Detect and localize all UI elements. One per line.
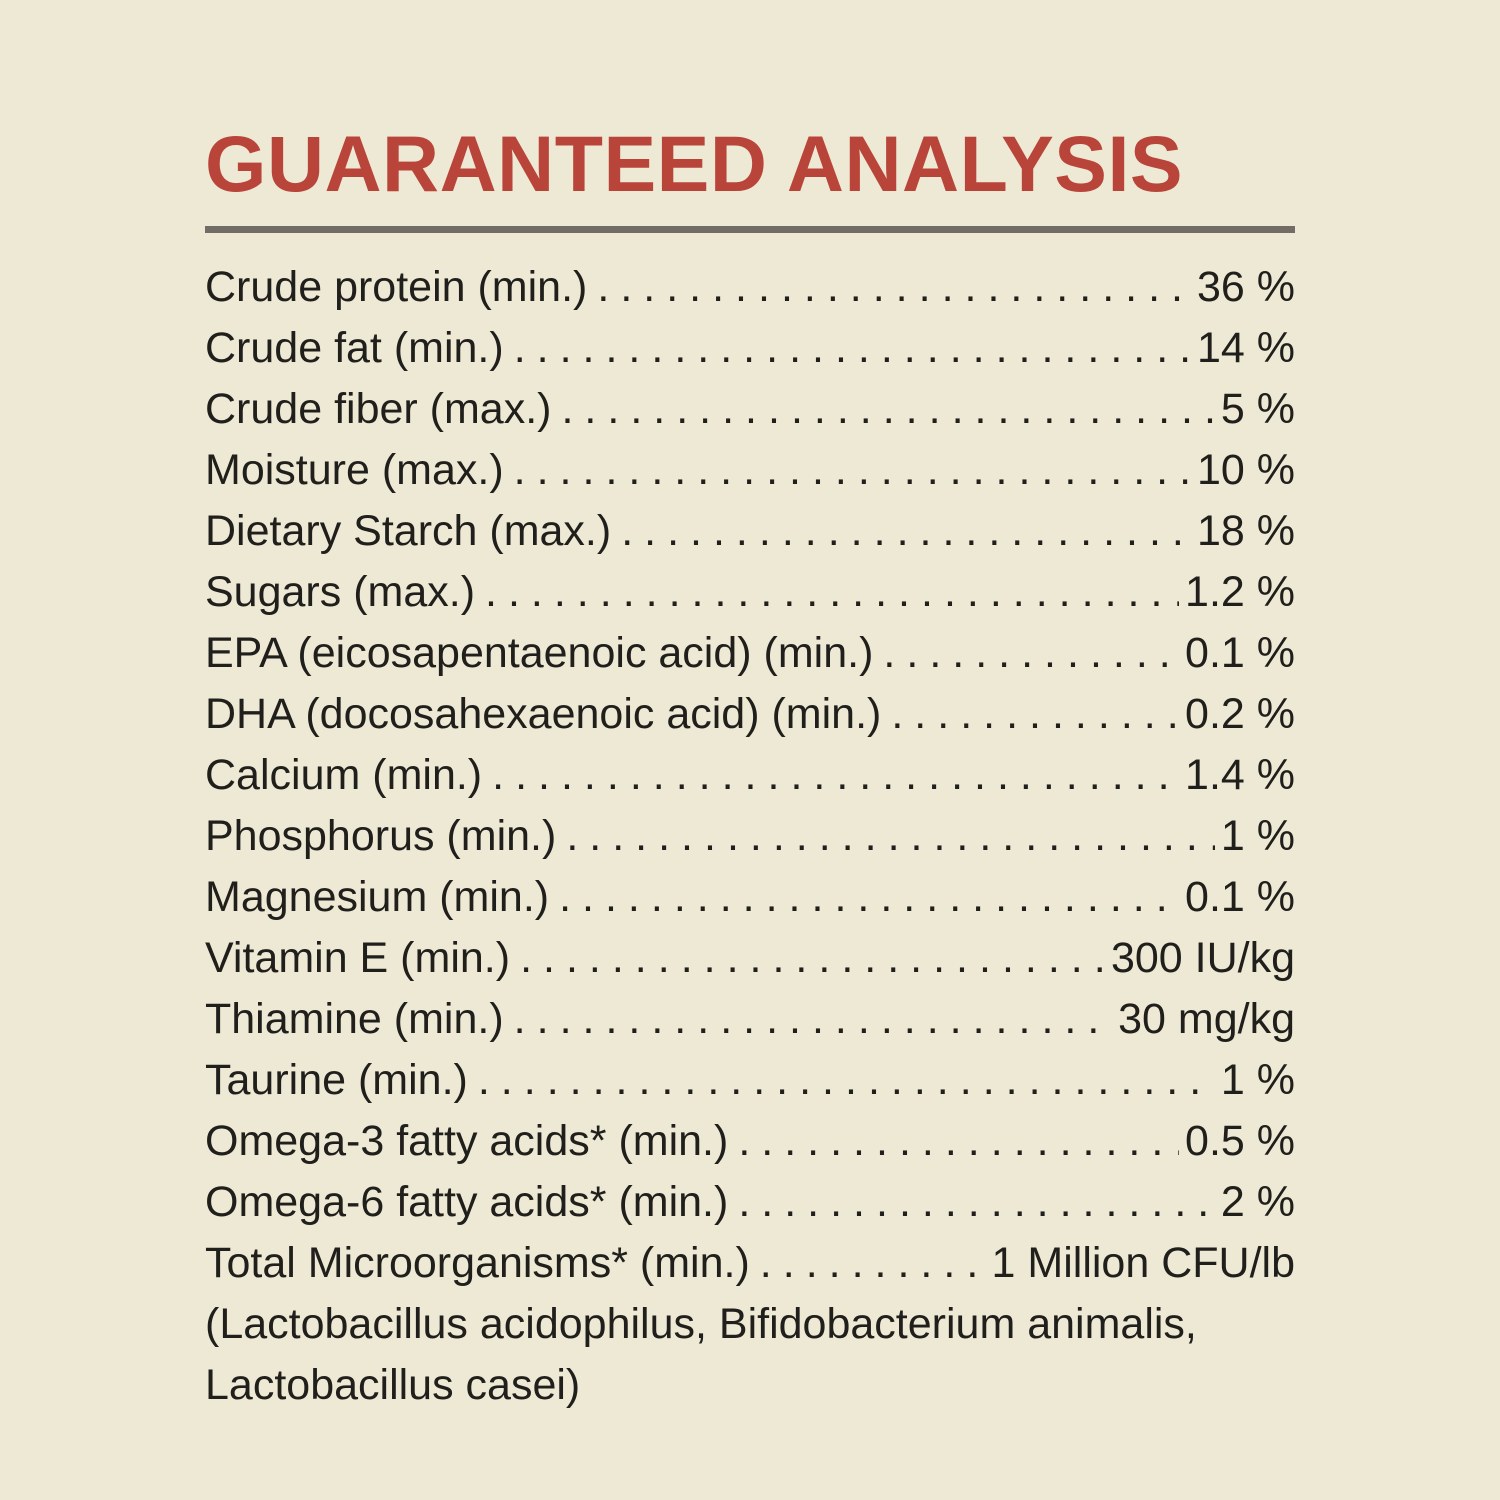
nutrient-label: Phosphorus (min.) bbox=[205, 812, 557, 860]
nutrient-label: Sugars (max.) bbox=[205, 568, 476, 616]
analysis-row: Taurine (min.) .........................… bbox=[205, 1050, 1295, 1111]
dot-leader: ........................................… bbox=[738, 1178, 1215, 1226]
nutrient-label: Dietary Starch (max.) bbox=[205, 507, 612, 555]
dot-leader: ........................................… bbox=[513, 324, 1191, 372]
analysis-row: Calcium (min.) .........................… bbox=[205, 745, 1295, 806]
nutrient-value: 0.1 % bbox=[1185, 873, 1295, 921]
title-rule bbox=[205, 226, 1295, 233]
dot-leader: ........................................… bbox=[759, 1239, 986, 1287]
nutrient-value: 1.2 % bbox=[1185, 568, 1295, 616]
nutrient-label: Vitamin E (min.) bbox=[205, 934, 511, 982]
analysis-row: Crude protein (min.) ...................… bbox=[205, 257, 1295, 318]
nutrient-value: 18 % bbox=[1196, 507, 1295, 555]
nutrient-value: 0.2 % bbox=[1185, 690, 1295, 738]
nutrient-value: 30 mg/kg bbox=[1118, 995, 1295, 1043]
dot-leader: ........................................… bbox=[891, 690, 1179, 738]
nutrient-value: 1 Million CFU/lb bbox=[991, 1239, 1295, 1287]
dot-leader: ........................................… bbox=[597, 263, 1191, 311]
analysis-row: EPA (eicosapentaenoic acid) (min.) .....… bbox=[205, 623, 1295, 684]
nutrient-value: 0.1 % bbox=[1185, 629, 1295, 677]
dot-leader: ........................................… bbox=[513, 446, 1191, 494]
nutrient-value: 10 % bbox=[1196, 446, 1295, 494]
analysis-row: Dietary Starch (max.) ..................… bbox=[205, 501, 1295, 562]
analysis-row: Total Microorganisms* (min.) ...........… bbox=[205, 1233, 1295, 1294]
nutrient-label: Taurine (min.) bbox=[205, 1056, 468, 1104]
nutrient-label: Crude fat (min.) bbox=[205, 324, 504, 372]
microorganisms-footnote: (Lactobacillus acidophilus, Bifidobacter… bbox=[205, 1294, 1295, 1416]
dot-leader: ........................................… bbox=[485, 568, 1179, 616]
dot-leader: ........................................… bbox=[883, 629, 1179, 677]
nutrient-label: EPA (eicosapentaenoic acid) (min.) bbox=[205, 629, 874, 677]
nutrient-value: 2 % bbox=[1220, 1178, 1295, 1226]
nutrient-value: 0.5 % bbox=[1185, 1117, 1295, 1165]
nutrient-label: Thiamine (min.) bbox=[205, 995, 504, 1043]
nutrient-label: Omega-6 fatty acids* (min.) bbox=[205, 1178, 729, 1226]
nutrient-value: 300 IU/kg bbox=[1110, 934, 1295, 982]
analysis-row: Sugars (max.) ..........................… bbox=[205, 562, 1295, 623]
nutrient-value: 14 % bbox=[1196, 324, 1295, 372]
nutrient-value: 5 % bbox=[1220, 385, 1295, 433]
nutrient-label: Magnesium (min.) bbox=[205, 873, 550, 921]
analysis-row: Crude fat (min.) .......................… bbox=[205, 318, 1295, 379]
nutrient-value: 1.4 % bbox=[1185, 751, 1295, 799]
dot-leader: ........................................… bbox=[621, 507, 1191, 555]
nutrient-value: 36 % bbox=[1196, 263, 1295, 311]
nutrient-label: Omega-3 fatty acids* (min.) bbox=[205, 1117, 729, 1165]
nutrient-label: Moisture (max.) bbox=[205, 446, 504, 494]
page-title: GUARANTEED ANALYSIS bbox=[205, 119, 1184, 208]
nutrient-label: DHA (docosahexaenoic acid) (min.) bbox=[205, 690, 882, 738]
nutrient-value: 1 % bbox=[1220, 1056, 1295, 1104]
dot-leader: ........................................… bbox=[513, 995, 1112, 1043]
dot-leader: ........................................… bbox=[559, 873, 1179, 921]
footnote-line: (Lactobacillus acidophilus, Bifidobacter… bbox=[205, 1300, 1197, 1348]
analysis-row: DHA (docosahexaenoic acid) (min.) ......… bbox=[205, 684, 1295, 745]
analysis-row: Vitamin E (min.) .......................… bbox=[205, 928, 1295, 989]
nutrient-label: Crude protein (min.) bbox=[205, 263, 588, 311]
dot-leader: ........................................… bbox=[566, 812, 1215, 860]
dot-leader: ........................................… bbox=[561, 385, 1214, 433]
analysis-table: Crude protein (min.) ...................… bbox=[205, 257, 1295, 1294]
analysis-row: Omega-6 fatty acids* (min.) ............… bbox=[205, 1172, 1295, 1233]
analysis-row: Magnesium (min.) .......................… bbox=[205, 867, 1295, 928]
nutrient-label: Crude fiber (max.) bbox=[205, 385, 552, 433]
analysis-row: Crude fiber (max.) .....................… bbox=[205, 379, 1295, 440]
analysis-row: Thiamine (min.) ........................… bbox=[205, 989, 1295, 1050]
nutrient-value: 1 % bbox=[1220, 812, 1295, 860]
analysis-row: Omega-3 fatty acids* (min.) ............… bbox=[205, 1111, 1295, 1172]
analysis-row: Moisture (max.) ........................… bbox=[205, 440, 1295, 501]
dot-leader: ........................................… bbox=[477, 1056, 1215, 1104]
footnote-line: Lactobacillus casei) bbox=[205, 1361, 581, 1409]
dot-leader: ........................................… bbox=[738, 1117, 1180, 1165]
dot-leader: ........................................… bbox=[520, 934, 1105, 982]
nutrient-label: Total Microorganisms* (min.) bbox=[205, 1239, 750, 1287]
nutrient-label: Calcium (min.) bbox=[205, 751, 483, 799]
dot-leader: ........................................… bbox=[492, 751, 1180, 799]
analysis-row: Phosphorus (min.) ......................… bbox=[205, 806, 1295, 867]
